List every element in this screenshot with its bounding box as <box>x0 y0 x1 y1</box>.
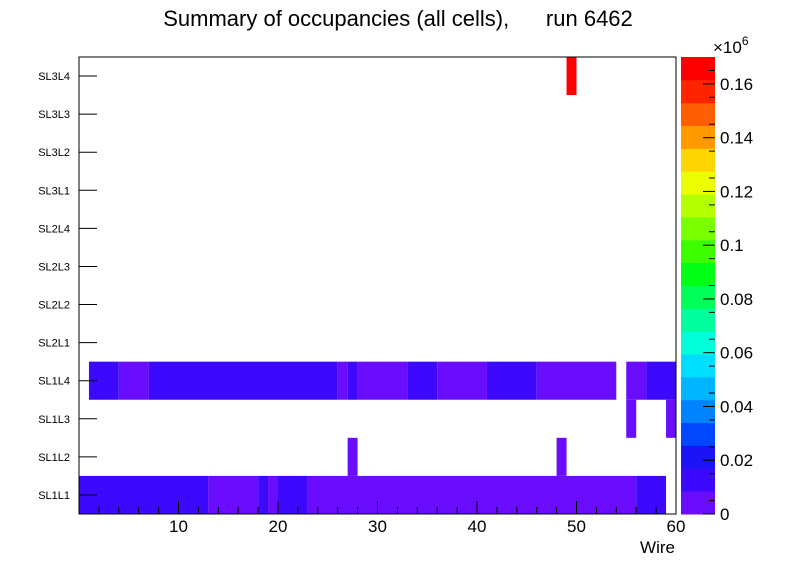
palette-segment <box>681 445 715 469</box>
plot-background <box>79 57 676 514</box>
z-tick-label: 0.1 <box>720 236 744 255</box>
x-tick-label: 30 <box>368 517 387 536</box>
heatmap-cell <box>307 475 637 514</box>
y-tick-label: SL2L3 <box>38 261 70 273</box>
axes: 10 20 30 40 50 60 SL1L1 SL1L2 SL1L3 SL1L4 SL2L1 SL2… <box>38 71 685 536</box>
x-tick-label: 60 <box>667 517 686 536</box>
y-tick-label: SL2L1 <box>38 338 70 350</box>
palette-segment <box>681 102 715 127</box>
heatmap-cell <box>626 361 647 400</box>
z-exponent-power: 6 <box>742 34 749 48</box>
heatmap-cell <box>258 475 269 514</box>
heatmap-cell <box>566 57 577 96</box>
y-tick-label: SL1L2 <box>38 452 70 464</box>
palette-segment <box>681 79 715 104</box>
palette-segment <box>681 148 715 172</box>
y-tick-label: SL3L2 <box>38 147 70 159</box>
z-tick-label: 0.16 <box>720 75 753 94</box>
heatmap-cell <box>536 361 617 400</box>
heatmap-cell <box>79 475 209 514</box>
palette-segment <box>681 262 715 286</box>
palette-segment <box>681 354 715 378</box>
z-exponent-label: ×106 <box>713 34 749 57</box>
palette-segment <box>681 399 715 424</box>
z-tick-label: 0.02 <box>720 451 753 470</box>
y-tick-label: SL2L2 <box>38 300 70 312</box>
heatmap-cell <box>357 361 408 400</box>
x-tick-label: 20 <box>269 517 288 536</box>
chart-title: Summary of occupancies (all cells), run … <box>0 6 796 32</box>
x-tick-label: 40 <box>468 517 487 536</box>
palette-segment <box>681 57 715 81</box>
y-tick-label: SL1L1 <box>38 490 70 502</box>
palette-segment <box>681 491 715 515</box>
heatmap-cell <box>626 399 637 438</box>
y-tick-label: SL3L3 <box>38 109 70 121</box>
z-tick-label: 0.14 <box>720 129 753 148</box>
heatmap-cell <box>337 361 348 400</box>
heatmap-cell <box>666 399 676 438</box>
y-tick-label: SL3L1 <box>38 185 70 197</box>
y-tick-label: SL1L3 <box>38 414 70 426</box>
x-tick-label: 50 <box>567 517 586 536</box>
z-exponent-base: ×10 <box>713 38 742 57</box>
palette-segment <box>681 331 715 355</box>
heatmap-cell <box>268 475 278 514</box>
heatmap-cell <box>148 361 338 400</box>
y-tick-label: SL1L4 <box>38 376 70 388</box>
x-tick-label: 10 <box>169 517 188 536</box>
x-axis-label: Wire <box>640 538 675 557</box>
palette-segment <box>681 376 715 401</box>
palette-segment <box>681 285 715 309</box>
color-scale: 0 0.02 0.04 0.06 0.08 0.1 0.12 0.14 0.16 <box>681 57 753 524</box>
palette-segment <box>681 239 715 264</box>
heatmap-cell <box>118 361 149 400</box>
palette-segment <box>681 422 715 446</box>
chart-title-text: Summary of occupancies (all cells), <box>163 6 510 31</box>
palette-segment <box>681 216 715 241</box>
z-tick-label: 0.06 <box>720 344 753 363</box>
palette-segment <box>681 468 715 492</box>
z-tick-label: 0.08 <box>720 290 753 309</box>
run-label: run 6462 <box>545 6 633 31</box>
y-tick-label: SL3L4 <box>38 71 70 83</box>
heatmap-cell <box>636 475 667 514</box>
heatmap-cell <box>347 437 358 476</box>
y-tick-label: SL2L4 <box>38 223 70 235</box>
palette-segment <box>681 171 715 195</box>
heatmap-cell <box>347 361 358 400</box>
heatmap-cell <box>437 361 487 400</box>
heatmap-cell <box>407 361 438 400</box>
z-tick-label: 0.04 <box>720 397 753 416</box>
heatmap-cell <box>486 361 537 400</box>
palette-segment <box>681 194 715 218</box>
palette-segment <box>681 125 715 149</box>
z-tick-label: 0 <box>720 505 729 524</box>
heatmap-cell <box>208 475 259 514</box>
heatmap-cells <box>79 57 676 514</box>
palette-segment <box>681 308 715 332</box>
heatmap-cell <box>646 361 676 400</box>
heatmap-cell <box>278 475 308 514</box>
z-tick-label: 0.12 <box>720 182 753 201</box>
heatmap-cell <box>556 437 567 476</box>
